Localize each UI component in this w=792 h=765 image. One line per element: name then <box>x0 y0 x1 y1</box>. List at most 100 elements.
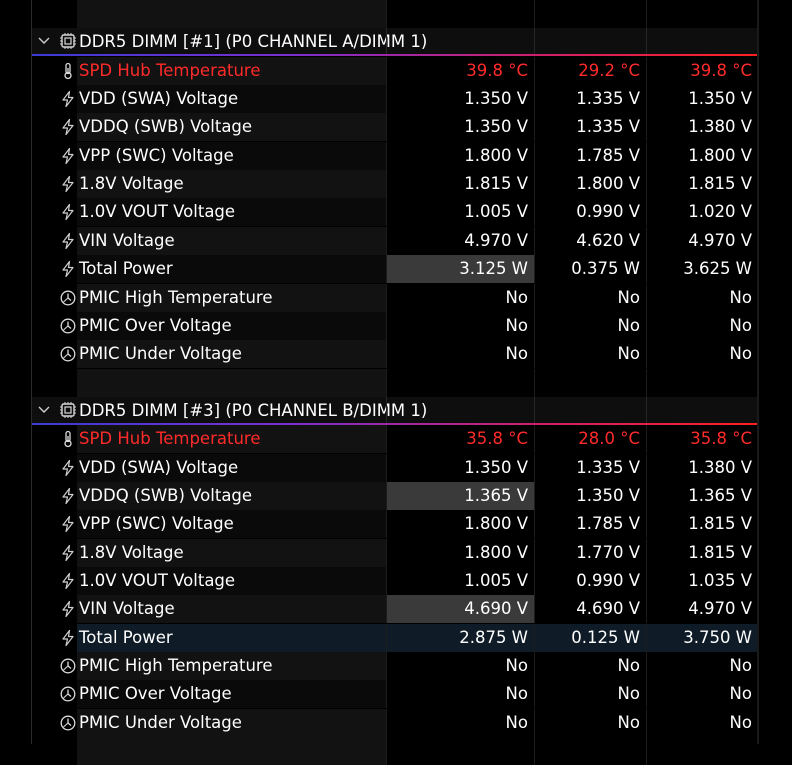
section-header-2[interactable]: DDR5 DIMM [#3] (P0 CHANNEL B/DIMM 1) <box>32 397 758 425</box>
column-divider <box>534 28 535 56</box>
clock-icon <box>59 317 77 335</box>
sensor-row[interactable]: 1.800 V 1.785 V 1.815 V VPP (SWC) Voltag… <box>32 510 758 538</box>
current-value-cell: No <box>386 709 534 737</box>
sensor-name-cell <box>77 255 417 283</box>
maximum-value-cell: 1.020 V <box>646 198 758 226</box>
sensor-row[interactable]: 1.365 V 1.350 V 1.365 V VDDQ (SWB) Volta… <box>32 482 758 510</box>
lightning-icon <box>59 90 77 108</box>
thermometer-icon <box>59 62 77 80</box>
lightning-icon <box>59 175 77 193</box>
current-value-cell: 35.8 °C <box>386 425 534 453</box>
section-header-1[interactable]: DDR5 DIMM [#1] (P0 CHANNEL A/DIMM 1) <box>32 28 758 56</box>
sensor-name-cell <box>77 510 417 538</box>
minimum-value-cell: 0.125 W <box>534 624 646 652</box>
current-value-cell: 1.005 V <box>386 198 534 226</box>
sensor-row[interactable]: No No No PMIC Over Voltage <box>32 680 758 708</box>
minimum-value: 1.335 V <box>576 89 640 108</box>
sensor-label: VPP (SWC) Voltage <box>79 146 234 165</box>
sensor-label: PMIC Over Voltage <box>79 316 232 335</box>
minimum-value-cell: No <box>534 652 646 680</box>
current-value: 1.815 V <box>464 174 528 193</box>
current-value: 39.8 °C <box>466 61 528 80</box>
sensor-label: VDD (SWA) Voltage <box>79 458 239 477</box>
sensor-row[interactable]: 1.350 V 1.335 V 1.380 V VDDQ (SWB) Volta… <box>32 113 758 141</box>
maximum-value: 1.815 V <box>688 174 752 193</box>
sensor-row[interactable]: 1.350 V 1.335 V 1.380 V VDD (SWA) Voltag… <box>32 454 758 482</box>
sensor-row[interactable]: 4.970 V 4.620 V 4.970 V VIN Voltage <box>32 227 758 255</box>
clock-icon <box>59 289 77 307</box>
maximum-value: 4.970 V <box>688 231 752 250</box>
maximum-value: 1.815 V <box>688 514 752 533</box>
chevron-down-icon[interactable] <box>36 33 52 49</box>
maximum-value-cell: No <box>646 284 758 312</box>
maximum-value-cell: 1.815 V <box>646 170 758 198</box>
sensor-label: VDDQ (SWB) Voltage <box>79 117 253 136</box>
minimum-value-cell: 0.375 W <box>534 255 646 283</box>
sensor-row[interactable]: 4.690 V 4.690 V 4.970 V VIN Voltage <box>32 595 758 623</box>
minimum-value: 0.990 V <box>576 571 640 590</box>
sensor-row[interactable]: 39.8 °C 29.2 °C 39.8 °C SPD Hub Temperat… <box>32 57 758 85</box>
current-value: 1.350 V <box>464 89 528 108</box>
maximum-value-cell: 35.8 °C <box>646 425 758 453</box>
sensor-row[interactable]: 1.800 V 1.770 V 1.815 V 1.8V Voltage <box>32 539 758 567</box>
sensor-row[interactable]: No No No PMIC High Temperature <box>32 652 758 680</box>
sensor-row[interactable]: 35.8 °C 28.0 °C 35.8 °C SPD Hub Temperat… <box>32 425 758 453</box>
scrollbar-track[interactable] <box>757 0 759 744</box>
sensor-label: VPP (SWC) Voltage <box>79 514 234 533</box>
current-value: No <box>505 656 528 675</box>
maximum-value: 1.035 V <box>688 571 752 590</box>
maximum-value: 1.800 V <box>688 146 752 165</box>
minimum-value: 0.125 W <box>571 628 640 647</box>
minimum-value-cell: 1.335 V <box>534 85 646 113</box>
minimum-value: 28.0 °C <box>578 429 640 448</box>
maximum-value: 4.970 V <box>688 599 752 618</box>
current-value: No <box>505 713 528 732</box>
sensor-row[interactable]: 3.125 W 0.375 W 3.625 W Total Power <box>32 255 758 283</box>
maximum-value-cell: No <box>646 652 758 680</box>
minimum-value-cell: 1.335 V <box>534 454 646 482</box>
minimum-value-cell: No <box>534 312 646 340</box>
minimum-value-cell: 4.620 V <box>534 227 646 255</box>
sensor-panel: DDR5 DIMM [#1] (P0 CHANNEL A/DIMM 1) 39.… <box>31 0 759 765</box>
sensor-row[interactable]: 1.005 V 0.990 V 1.035 V 1.0V VOUT Voltag… <box>32 567 758 595</box>
sensor-label: PMIC Over Voltage <box>79 684 232 703</box>
sensor-label: 1.8V Voltage <box>79 174 184 193</box>
minimum-value: 29.2 °C <box>578 61 640 80</box>
current-value: 1.005 V <box>464 202 528 221</box>
sensor-name-cell <box>77 227 417 255</box>
minimum-value-cell: No <box>534 709 646 737</box>
sensor-row[interactable]: 1.800 V 1.785 V 1.800 V VPP (SWC) Voltag… <box>32 142 758 170</box>
lightning-icon <box>59 260 77 278</box>
column-divider <box>646 28 647 56</box>
sensor-row[interactable]: 1.350 V 1.335 V 1.350 V VDD (SWA) Voltag… <box>32 85 758 113</box>
sensor-label: Total Power <box>79 628 173 647</box>
sensor-label: Total Power <box>79 259 173 278</box>
sensor-row[interactable]: 1.005 V 0.990 V 1.020 V 1.0V VOUT Voltag… <box>32 198 758 226</box>
chevron-down-icon[interactable] <box>36 402 52 418</box>
sensor-row[interactable]: 2.875 W 0.125 W 3.750 W Total Power <box>32 624 758 652</box>
column-divider <box>386 28 387 56</box>
current-value-cell: No <box>386 652 534 680</box>
sensor-row[interactable]: No No No PMIC High Temperature <box>32 284 758 312</box>
current-value-cell: No <box>386 340 534 368</box>
column-divider <box>534 397 535 425</box>
lightning-icon <box>59 515 77 533</box>
current-value-cell: 3.125 W <box>386 255 534 283</box>
sensor-row[interactable]: 1.815 V 1.800 V 1.815 V 1.8V Voltage <box>32 170 758 198</box>
sensor-name-cell <box>77 113 417 141</box>
sensor-name-cell <box>77 709 417 737</box>
current-value-cell: 1.800 V <box>386 539 534 567</box>
minimum-value-cell: 1.785 V <box>534 142 646 170</box>
current-value: No <box>505 316 528 335</box>
lightning-icon <box>59 572 77 590</box>
sensor-row[interactable]: No No No PMIC Under Voltage <box>32 340 758 368</box>
sensor-name-cell <box>77 284 417 312</box>
sensor-label: 1.0V VOUT Voltage <box>79 571 236 590</box>
sensor-name-cell <box>77 567 417 595</box>
blank-row <box>32 0 758 28</box>
column-divider <box>646 397 647 425</box>
sensor-row[interactable]: No No No PMIC Over Voltage <box>32 312 758 340</box>
sensor-row[interactable]: No No No PMIC Under Voltage <box>32 709 758 737</box>
current-value-cell: 1.350 V <box>386 113 534 141</box>
sensor-label: PMIC Under Voltage <box>79 344 242 363</box>
